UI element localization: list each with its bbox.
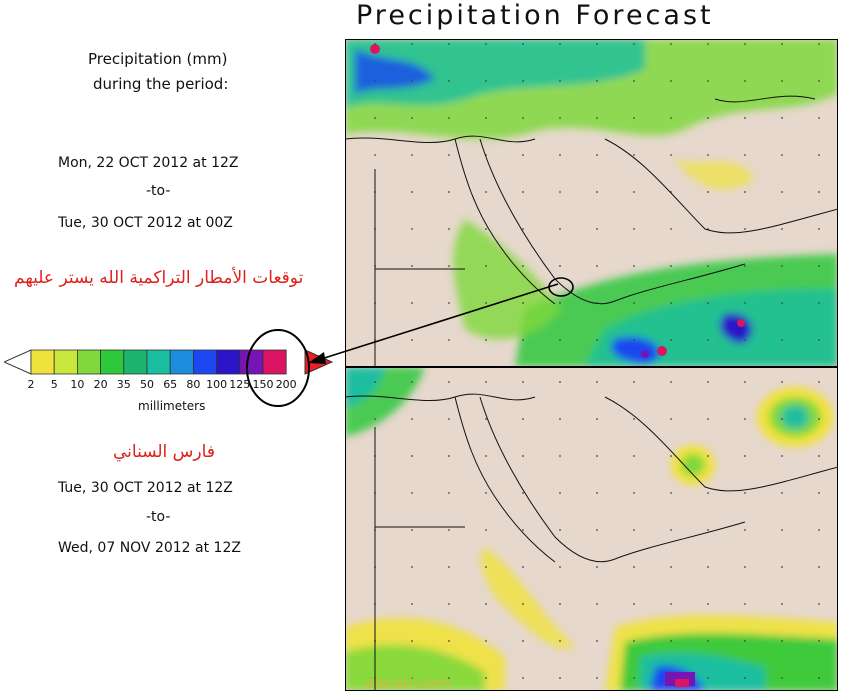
scale-cell	[146, 349, 171, 375]
forecast-map-period1	[345, 39, 838, 367]
scale-tick-label: 2	[27, 378, 35, 391]
scale-unit: millimeters	[138, 399, 206, 413]
scale-tick-label: 50	[140, 378, 154, 391]
scale-tick-label: 5	[50, 378, 58, 391]
scale-cell	[53, 349, 78, 375]
map-title: Precipitation Forecast	[356, 0, 714, 31]
scale-tick-label: 35	[116, 378, 131, 391]
period1-to: Tue, 30 OCT 2012 at 00Z	[58, 215, 233, 231]
period2-to: Wed, 07 NOV 2012 at 12Z	[58, 540, 241, 556]
period2-to-word: -to-	[146, 509, 171, 525]
arabic-author-annotation: فارس السناني	[113, 442, 215, 462]
color-scale-bar	[4, 349, 334, 375]
legend-heading-line1: Precipitation (mm)	[88, 50, 228, 68]
scale-tick-label: 80	[186, 378, 201, 391]
arabic-forecast-annotation: توقعات الأمطار التراكمية الله يستر عليهم	[14, 268, 304, 288]
legend-heading-line2: during the period:	[93, 75, 229, 93]
scale-tick-label: 150	[252, 378, 274, 391]
scale-tick-label: 65	[163, 378, 178, 391]
scale-cell	[169, 349, 194, 375]
scale-cell	[100, 349, 125, 375]
scale-tick-label: 20	[93, 378, 108, 391]
period1-to-word: -to-	[146, 183, 171, 199]
highlight-ellipse-scale	[246, 329, 310, 407]
pointer-arrow	[308, 283, 559, 364]
scale-cell	[216, 349, 241, 375]
scale-cell	[30, 349, 55, 375]
scale-tick-label: 10	[70, 378, 85, 391]
watermark: albrari.com	[365, 674, 451, 692]
scale-cell	[77, 349, 102, 375]
period2-from: Tue, 30 OCT 2012 at 12Z	[58, 480, 233, 496]
period1-from: Mon, 22 OCT 2012 at 12Z	[58, 155, 239, 171]
scale-arrow-left	[4, 349, 32, 375]
scale-tick-label: 125	[229, 378, 251, 391]
scale-tick-label: 200	[275, 378, 297, 391]
forecast-map-period2	[345, 367, 838, 691]
scale-cell	[192, 349, 217, 375]
scale-cell	[123, 349, 148, 375]
scale-tick-label: 100	[206, 378, 228, 391]
scale-cell	[262, 349, 287, 375]
